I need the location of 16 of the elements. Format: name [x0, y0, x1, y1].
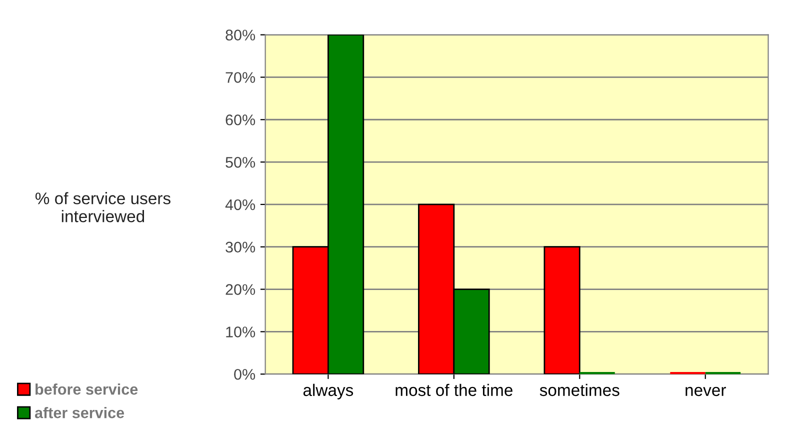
x-tick-label: always	[303, 384, 354, 400]
y-tick-label: 30%	[226, 242, 256, 253]
y-tick-label: 40%	[225, 199, 256, 210]
x-tick-label: sometimes	[540, 384, 620, 396]
y-tick-label: 10%	[226, 326, 256, 338]
y-axis-title: % of service users interviewed	[35, 192, 170, 222]
legend-label: after service	[34, 407, 124, 418]
legend-label: before service	[36, 384, 138, 395]
y-tick-label: 50%	[226, 156, 256, 168]
y-tick-label: 70%	[226, 72, 256, 83]
y-tick-label: 80%	[226, 30, 256, 40]
y-tick-label: 20%	[226, 284, 256, 295]
x-tick-label: never	[686, 386, 726, 396]
x-tick-label: most of the time	[396, 384, 512, 396]
y-tick-label: 60%	[226, 114, 256, 126]
y-tick-label: 0%	[234, 368, 256, 380]
